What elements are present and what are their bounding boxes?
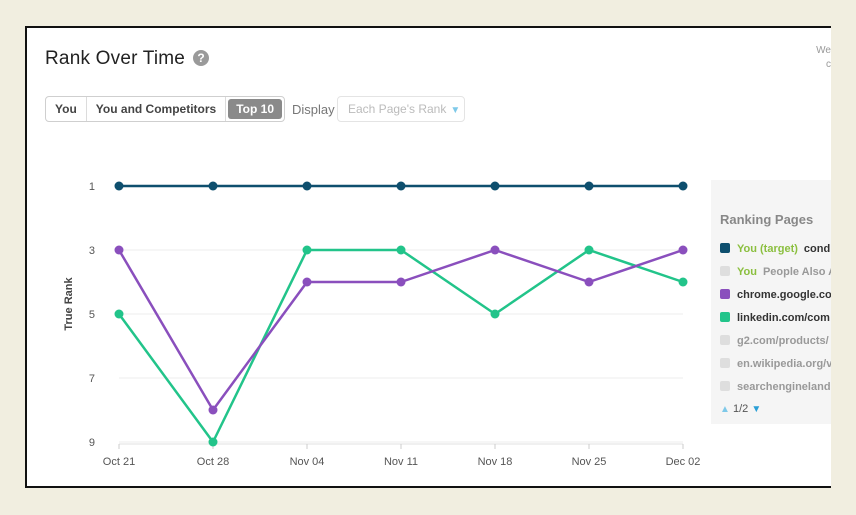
legend-label: searchengineland. — [737, 381, 831, 393]
y-tick-label: 9 — [89, 437, 95, 449]
legend-pager: ▲ 1/2 ▼ — [720, 403, 761, 415]
legend-label: linkedin.com/com — [737, 312, 830, 324]
chevron-down-icon: ▼ — [450, 105, 461, 116]
legend-title: Ranking Pages — [720, 212, 814, 227]
legend-swatch — [720, 358, 730, 368]
page-title: Rank Over Time — [45, 48, 186, 69]
data-point — [396, 277, 406, 287]
data-point — [584, 277, 594, 287]
legend-label: g2.com/products/ — [737, 335, 829, 347]
toggle-top-10[interactable]: Top 10 — [228, 99, 283, 119]
legend-swatch — [720, 243, 730, 253]
legend-label: en.wikipedia.org/v — [737, 358, 831, 370]
legend-item[interactable]: You People Also A — [720, 266, 831, 280]
rank-over-time-panel: Rank Over Time ? We c You You and Compet… — [25, 26, 831, 488]
legend-tag: You — [737, 266, 757, 278]
display-select[interactable]: Each Page's Rank ▼ — [337, 96, 465, 122]
x-tick-label: Oct 21 — [103, 456, 135, 468]
y-axis-label: True Rank — [63, 277, 75, 331]
help-icon[interactable]: ? — [193, 50, 209, 66]
view-toggle: You You and Competitors Top 10 — [45, 96, 286, 122]
data-point — [490, 309, 500, 319]
legend-swatch — [720, 335, 730, 345]
legend-swatch — [720, 381, 730, 391]
legend-item[interactable]: chrome.google.cor — [720, 289, 831, 303]
data-point — [114, 309, 124, 319]
x-tick-label: Nov 04 — [290, 456, 325, 468]
data-point — [302, 181, 312, 191]
data-point — [396, 245, 406, 255]
data-point — [208, 181, 218, 191]
legend-swatch — [720, 312, 730, 322]
legend-item[interactable]: en.wikipedia.org/v — [720, 358, 831, 372]
data-point — [114, 245, 124, 255]
data-point — [114, 181, 124, 191]
x-tick-label: Nov 25 — [572, 456, 607, 468]
display-select-value: Each Page's Rank — [348, 102, 447, 116]
pager-label: 1/2 — [732, 403, 749, 415]
display-label: Display — [292, 102, 335, 117]
legend-swatch — [720, 266, 730, 276]
legend-swatch — [720, 289, 730, 299]
corner-text-line-1: We — [816, 45, 831, 56]
x-tick-label: Nov 11 — [384, 456, 418, 468]
legend-tag: You (target) — [737, 243, 798, 255]
toggle-you[interactable]: You — [46, 97, 87, 121]
data-point — [584, 181, 594, 191]
chevron-up-icon[interactable]: ▲ — [720, 404, 730, 415]
y-tick-label: 7 — [89, 373, 95, 385]
data-point — [208, 405, 218, 415]
legend-label: People Also A — [762, 266, 831, 278]
corner-text: We c — [801, 44, 831, 72]
y-tick-label: 1 — [89, 181, 95, 193]
y-tick-label: 3 — [89, 245, 95, 257]
series-line — [117, 248, 684, 412]
x-tick-label: Oct 28 — [197, 456, 229, 468]
legend-label: chrome.google.cor — [737, 289, 831, 301]
corner-text-line-2: c — [826, 59, 831, 70]
x-tick-label: Nov 18 — [478, 456, 513, 468]
data-point — [584, 245, 594, 255]
data-point — [678, 181, 688, 191]
data-point — [490, 245, 500, 255]
data-point — [678, 277, 688, 287]
data-point — [302, 245, 312, 255]
legend-item[interactable]: searchengineland. — [720, 381, 831, 395]
x-tick-label: Dec 02 — [666, 456, 701, 468]
data-point — [396, 181, 406, 191]
legend: Ranking Pages You (target) cond You People … — [711, 180, 831, 424]
data-point — [490, 181, 500, 191]
legend-item[interactable]: linkedin.com/com — [720, 312, 830, 326]
legend-item[interactable]: You (target) cond — [720, 243, 830, 257]
data-point — [678, 245, 688, 255]
data-point — [302, 277, 312, 287]
legend-item[interactable]: g2.com/products/ — [720, 335, 829, 349]
rank-chart: 1 3 5 7 9 Oct 21 Oct 28 Nov 04 Nov 11 Nov 18 Nov 2… — [63, 181, 701, 468]
toggle-you-and-competitors[interactable]: You and Competitors — [87, 97, 227, 121]
legend-label: cond — [803, 243, 831, 255]
data-point — [208, 437, 218, 447]
chevron-down-icon[interactable]: ▼ — [751, 404, 762, 415]
y-tick-label: 5 — [89, 309, 95, 321]
